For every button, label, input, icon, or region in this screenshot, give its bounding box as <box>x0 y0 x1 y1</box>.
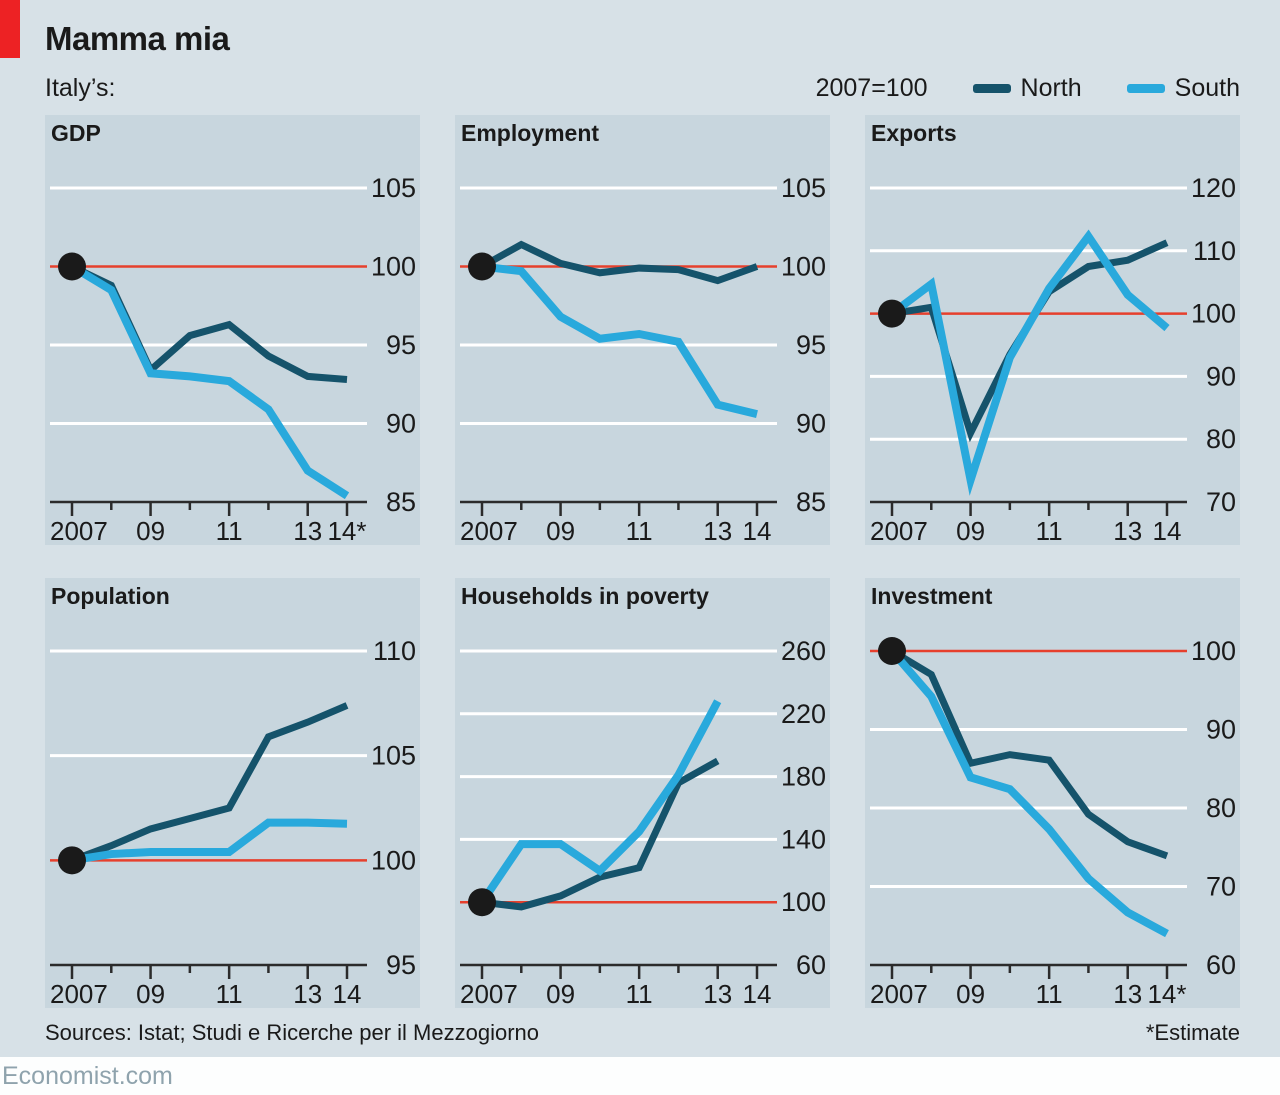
north-line-swatch <box>972 84 1011 93</box>
svg-text:13: 13 <box>293 979 322 1008</box>
svg-text:13: 13 <box>1113 979 1142 1008</box>
chart-title-gdp: GDP <box>51 120 101 146</box>
svg-text:2007: 2007 <box>870 979 928 1008</box>
chart-panel-households-in-poverty: Households in poverty 60 100 140 180 220 260 2… <box>455 578 830 1008</box>
svg-text:110: 110 <box>1193 236 1236 266</box>
page-subtitle: Italy’s: <box>45 74 116 102</box>
svg-text:90: 90 <box>386 409 416 439</box>
svg-text:100: 100 <box>1191 636 1236 666</box>
line-plot-exports: 70 80 90 100 110 120 2007 09 11 13 14 <box>865 153 1240 545</box>
svg-text:85: 85 <box>386 487 416 517</box>
chart-title-employment: Employment <box>461 120 600 146</box>
svg-text:2007: 2007 <box>460 979 518 1008</box>
svg-text:85: 85 <box>796 487 826 517</box>
chart-panel-exports: Exports 70 80 90 100 110 120 2007 09 11 13 14 <box>865 115 1240 545</box>
svg-text:13: 13 <box>1113 516 1142 545</box>
svg-text:13: 13 <box>703 979 732 1008</box>
chart-title-households-in-poverty: Households in poverty <box>461 583 709 609</box>
svg-text:100: 100 <box>1191 299 1236 329</box>
svg-text:2007: 2007 <box>870 516 928 545</box>
south-line-swatch <box>1126 84 1165 93</box>
svg-text:105: 105 <box>371 741 416 771</box>
svg-text:90: 90 <box>1206 361 1236 391</box>
svg-text:95: 95 <box>796 330 826 360</box>
svg-text:09: 09 <box>956 516 985 545</box>
svg-text:13: 13 <box>703 516 732 545</box>
svg-text:140: 140 <box>781 824 826 854</box>
line-plot-households-in-poverty: 60 100 140 180 220 260 2007 09 11 13 14 <box>455 616 830 1008</box>
svg-text:90: 90 <box>1206 715 1236 745</box>
svg-text:09: 09 <box>546 516 575 545</box>
svg-text:105: 105 <box>371 173 416 203</box>
svg-text:14: 14 <box>743 979 772 1008</box>
legend-item-south: South <box>1126 74 1240 103</box>
index-note: 2007=100 <box>815 74 928 102</box>
svg-text:2007: 2007 <box>50 516 108 545</box>
svg-text:220: 220 <box>781 699 826 729</box>
estimate-note: *Estimate <box>1145 1020 1240 1045</box>
svg-text:90: 90 <box>796 409 826 439</box>
svg-text:60: 60 <box>796 950 826 980</box>
svg-text:110: 110 <box>373 636 416 666</box>
svg-text:60: 60 <box>1206 950 1236 980</box>
chart-title-exports: Exports <box>871 120 957 146</box>
chart-panel-gdp: GDP 85 90 95 100 105 2007 09 11 13 14* <box>45 115 420 545</box>
chart-panel-investment: Investment 60 70 80 90 100 2007 09 11 13 14* <box>865 578 1240 1008</box>
svg-text:09: 09 <box>136 979 165 1008</box>
svg-text:95: 95 <box>386 950 416 980</box>
svg-text:11: 11 <box>216 979 243 1008</box>
svg-text:09: 09 <box>956 979 985 1008</box>
line-plot-population: 95 100 105 110 2007 09 11 13 14 <box>45 616 420 1008</box>
svg-text:105: 105 <box>781 173 826 203</box>
svg-text:14*: 14* <box>327 516 366 545</box>
legend-label-south: South <box>1174 74 1240 102</box>
svg-text:120: 120 <box>1191 173 1236 203</box>
svg-text:11: 11 <box>216 516 243 545</box>
svg-text:100: 100 <box>781 887 826 917</box>
svg-text:180: 180 <box>781 762 826 792</box>
svg-text:14: 14 <box>1153 516 1182 545</box>
svg-text:13: 13 <box>293 516 322 545</box>
svg-text:95: 95 <box>386 330 416 360</box>
svg-text:11: 11 <box>626 516 653 545</box>
svg-text:11: 11 <box>626 979 653 1008</box>
svg-text:14*: 14* <box>1147 979 1186 1008</box>
chart-title-investment: Investment <box>871 583 993 609</box>
chart-grid: GDP 85 90 95 100 105 2007 09 11 13 14* Employment… <box>45 115 1240 1008</box>
svg-text:11: 11 <box>1036 516 1063 545</box>
chart-panel-employment: Employment 85 90 95 100 105 2007 09 11 13 14 <box>455 115 830 545</box>
svg-text:260: 260 <box>781 636 826 666</box>
line-plot-gdp: 85 90 95 100 105 2007 09 11 13 14* <box>45 153 420 545</box>
legend-item-north: North <box>972 74 1082 103</box>
svg-text:70: 70 <box>1206 487 1236 517</box>
svg-text:09: 09 <box>136 516 165 545</box>
line-plot-employment: 85 90 95 100 105 2007 09 11 13 14 <box>455 153 830 545</box>
line-plot-investment: 60 70 80 90 100 2007 09 11 13 14* <box>865 616 1240 1008</box>
brand-red-block <box>0 0 20 58</box>
chart-title-population: Population <box>51 583 170 609</box>
svg-text:70: 70 <box>1206 872 1236 902</box>
svg-text:80: 80 <box>1206 793 1236 823</box>
svg-text:14: 14 <box>743 516 772 545</box>
svg-text:2007: 2007 <box>460 516 518 545</box>
page-title: Mamma mia <box>45 20 230 57</box>
svg-text:100: 100 <box>371 845 416 875</box>
site-name: Economist.com <box>2 1062 173 1090</box>
svg-text:14: 14 <box>333 979 362 1008</box>
legend: 2007=100 North South <box>816 74 1240 103</box>
site-strip: Economist.com <box>0 1057 1280 1095</box>
svg-text:11: 11 <box>1036 979 1063 1008</box>
svg-text:2007: 2007 <box>50 979 108 1008</box>
svg-text:100: 100 <box>371 252 416 282</box>
svg-text:09: 09 <box>546 979 575 1008</box>
legend-label-north: North <box>1020 74 1082 102</box>
svg-text:100: 100 <box>781 252 826 282</box>
sources-note: Sources: Istat; Studi e Ricerche per il … <box>45 1020 540 1045</box>
chart-panel-population: Population 95 100 105 110 2007 09 11 13 14 <box>45 578 420 1008</box>
svg-text:80: 80 <box>1206 424 1236 454</box>
